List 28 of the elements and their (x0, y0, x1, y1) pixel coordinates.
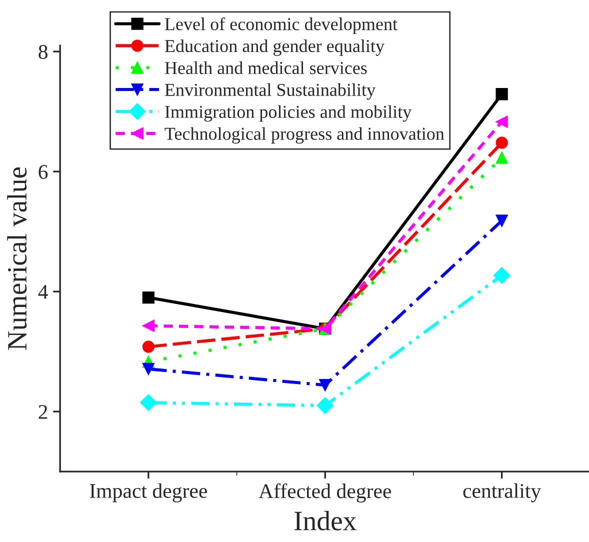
legend-label: Immigration policies and mobility (165, 105, 412, 122)
point (142, 291, 155, 304)
y-tick-label: 6 (38, 164, 48, 179)
legend-label: Level of economic development (164, 17, 398, 34)
x-tick-label: centrality (463, 483, 542, 502)
point (142, 340, 155, 353)
point (496, 152, 508, 164)
y-tick-label: 4 (38, 285, 48, 299)
x-tick-label: Impact degree (90, 483, 207, 502)
point (142, 362, 155, 376)
y-tick-label: 2 (38, 404, 48, 419)
legend-label: Technological progress and innovation (164, 127, 444, 144)
point (140, 394, 157, 411)
point (496, 116, 508, 128)
point (493, 266, 510, 284)
point (142, 320, 155, 332)
x-tick-label: Affected degree (258, 483, 392, 503)
legend-label: Environmental Sustainability (164, 83, 376, 100)
y-tick-label: 8 (38, 44, 48, 59)
x-axis-title: Index (294, 510, 356, 530)
legend-label: Health and medical services (164, 61, 367, 74)
point (496, 136, 508, 149)
point (316, 397, 334, 414)
point (319, 379, 332, 392)
point (496, 214, 508, 227)
point (496, 88, 508, 100)
legend-label: Education and gender equality (164, 39, 384, 56)
y-axis-title: Numerical value (7, 167, 27, 350)
